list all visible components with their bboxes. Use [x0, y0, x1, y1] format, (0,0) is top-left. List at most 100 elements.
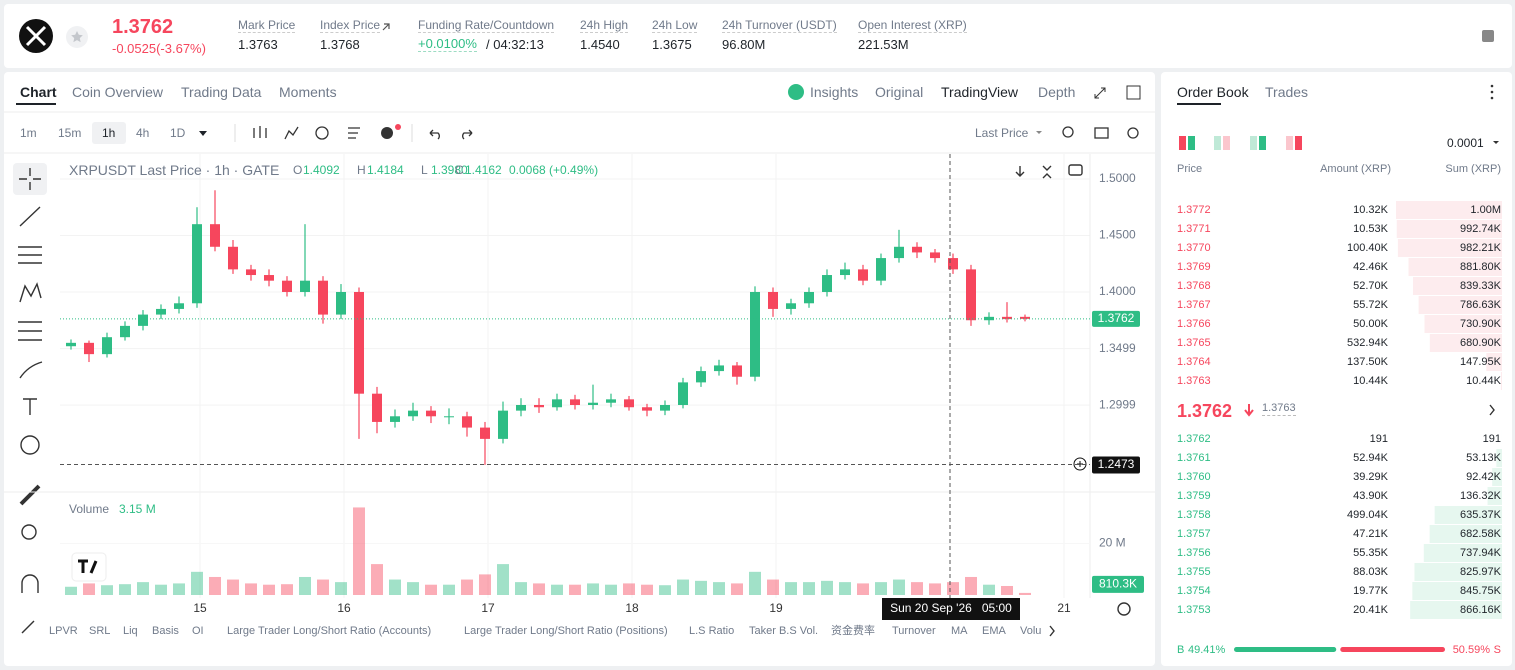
fib-tool[interactable]: [18, 246, 42, 264]
settings-icon[interactable]: [1482, 30, 1494, 42]
book-price[interactable]: 1.3758: [1177, 509, 1211, 521]
book-price[interactable]: 1.3754: [1177, 585, 1211, 597]
arrow-icon[interactable]: [1015, 166, 1025, 177]
book-price[interactable]: 1.3767: [1177, 299, 1211, 311]
chart-tab[interactable]: Trading Data: [181, 84, 262, 100]
candle-body: [138, 314, 148, 326]
pattern-tool[interactable]: [19, 282, 42, 303]
zoom-tool[interactable]: [21, 524, 37, 540]
book-price[interactable]: 1.3755: [1177, 566, 1211, 578]
view-tab[interactable]: Insights: [810, 84, 859, 100]
book-price[interactable]: 1.3766: [1177, 318, 1211, 330]
redo-icon[interactable]: [462, 129, 473, 140]
emoji-tool[interactable]: [20, 435, 40, 455]
book-price[interactable]: 1.3768: [1177, 280, 1211, 292]
chart-tab[interactable]: Coin Overview: [72, 84, 164, 100]
column-header: Sum (XRP): [1445, 163, 1501, 175]
book-price[interactable]: 1.3762: [1177, 433, 1211, 445]
interval[interactable]: 1D: [170, 126, 186, 140]
indicator-tab[interactable]: SRL: [89, 625, 111, 637]
indicator-tab[interactable]: MA: [951, 625, 968, 637]
candle-icon[interactable]: [253, 126, 267, 138]
settings-icon[interactable]: [1117, 602, 1131, 616]
insights-icon[interactable]: [788, 84, 804, 100]
interval[interactable]: 4h: [136, 126, 150, 140]
icon[interactable]: [1214, 136, 1221, 150]
projection-tool[interactable]: [18, 321, 42, 341]
y-tick-label: 1.5000: [1099, 171, 1136, 185]
book-price[interactable]: 1.3770: [1177, 242, 1211, 254]
icon[interactable]: [1250, 136, 1257, 150]
x-tick-label: 17: [481, 601, 495, 615]
line-tool[interactable]: [19, 206, 41, 227]
collapse-icon[interactable]: [1042, 165, 1052, 179]
indicator-tab[interactable]: EMA: [982, 625, 1006, 637]
template-icon[interactable]: [348, 127, 360, 139]
view-tab[interactable]: TradingView: [941, 84, 1019, 100]
undo-icon[interactable]: [429, 129, 440, 140]
menu-dot[interactable]: [1490, 84, 1494, 88]
expand-arrow[interactable]: [1489, 404, 1495, 416]
indicator-tab[interactable]: LPVR: [49, 625, 78, 637]
book-price[interactable]: 1.3769: [1177, 261, 1211, 273]
menu-dot[interactable]: [1490, 90, 1494, 94]
add-icon[interactable]: [381, 127, 393, 139]
ruler-tool[interactable]: [19, 484, 41, 506]
indicator-tab[interactable]: OI: [192, 625, 204, 637]
book-price[interactable]: 1.3760: [1177, 471, 1211, 483]
book-price[interactable]: 1.3757: [1177, 528, 1211, 540]
chart-tab[interactable]: Chart: [20, 84, 57, 100]
book-price[interactable]: 1.3759: [1177, 490, 1211, 502]
book-price[interactable]: 1.3764: [1177, 356, 1211, 368]
indicator-tab[interactable]: L.S Ratio: [689, 625, 735, 637]
depth-bar: [1486, 353, 1502, 371]
text-tool[interactable]: [23, 398, 37, 415]
book-tab[interactable]: Trades: [1265, 84, 1309, 100]
window-icon[interactable]: [1126, 85, 1141, 100]
book-price[interactable]: 1.3756: [1177, 547, 1211, 559]
book-price[interactable]: 1.3771: [1177, 223, 1211, 235]
view-tab[interactable]: Original: [875, 84, 924, 100]
search-icon[interactable]: [1062, 126, 1074, 138]
replay-icon[interactable]: [315, 126, 329, 140]
book-price[interactable]: 1.3753: [1177, 604, 1211, 616]
magnet-tool[interactable]: [21, 574, 39, 593]
chart-tab[interactable]: Moments: [279, 84, 337, 100]
precision[interactable]: 0.0001: [1447, 136, 1484, 150]
price-source[interactable]: Last Price: [975, 126, 1029, 140]
icon[interactable]: [1286, 136, 1293, 150]
caret[interactable]: [1493, 141, 1499, 144]
indicator-tab[interactable]: Liq: [123, 625, 138, 637]
icon[interactable]: [1179, 136, 1186, 150]
interval[interactable]: 15m: [58, 126, 82, 140]
indicator-tab[interactable]: Basis: [152, 625, 179, 637]
caret[interactable]: [1036, 131, 1042, 134]
indicator-tab[interactable]: Large Trader Long/Short Ratio (Positions…: [464, 625, 668, 637]
indicator-tab[interactable]: Turnover: [892, 625, 936, 637]
book-price[interactable]: 1.3763: [1177, 375, 1211, 387]
view-tab[interactable]: Depth: [1038, 84, 1076, 100]
indicator-tab[interactable]: 资金费率: [831, 625, 875, 637]
book-price[interactable]: 1.3772: [1177, 204, 1211, 216]
expand-icon[interactable]: [1094, 87, 1106, 99]
interval[interactable]: 1m: [20, 126, 37, 140]
indicator-tab[interactable]: Large Trader Long/Short Ratio (Accounts): [227, 625, 432, 637]
brush-tool[interactable]: [19, 361, 43, 379]
settings-icon[interactable]: [1127, 127, 1139, 139]
indicator-icon[interactable]: [284, 126, 299, 140]
scroll-right[interactable]: [1049, 625, 1055, 637]
interval[interactable]: 1h: [102, 126, 116, 140]
book-amount: 43.90K: [1353, 490, 1388, 502]
crosshair-tool[interactable]: [19, 168, 41, 190]
indicator-tab[interactable]: Taker B.S Vol.: [749, 625, 819, 637]
camera-icon[interactable]: [1094, 127, 1109, 139]
book-price[interactable]: 1.3765: [1177, 337, 1211, 349]
book-price[interactable]: 1.3761: [1177, 452, 1211, 464]
pencil-tool[interactable]: [21, 620, 35, 634]
reset-icon[interactable]: [1068, 164, 1083, 176]
caret[interactable]: [199, 131, 207, 136]
menu-dot[interactable]: [1490, 96, 1494, 100]
indicator-tab[interactable]: Volu: [1020, 625, 1042, 637]
book-tab[interactable]: Order Book: [1177, 84, 1249, 100]
